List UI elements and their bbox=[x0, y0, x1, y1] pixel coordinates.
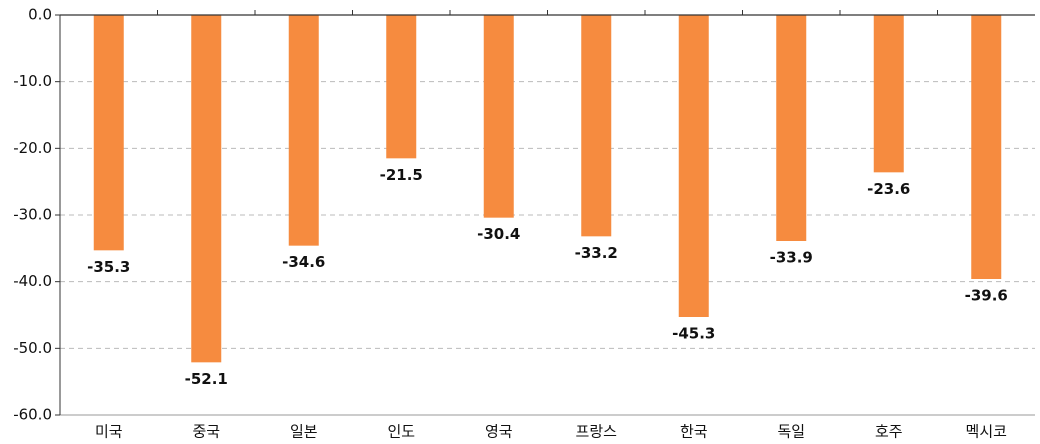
y-tick-label: -50.0 bbox=[13, 339, 52, 357]
y-tick-label: -30.0 bbox=[13, 206, 52, 224]
bar bbox=[386, 15, 417, 159]
x-tick-label: 호주 bbox=[875, 423, 903, 441]
bar bbox=[971, 15, 1002, 279]
bar bbox=[581, 15, 612, 237]
y-tick-label: -20.0 bbox=[13, 139, 52, 157]
y-tick-label: 0.0 bbox=[28, 6, 52, 24]
x-tick-label: 인도 bbox=[387, 423, 415, 441]
x-tick-label: 한국 bbox=[680, 423, 708, 441]
value-label: -52.1 bbox=[185, 370, 228, 388]
x-tick-label: 일본 bbox=[290, 423, 318, 441]
y-tick-label: -40.0 bbox=[13, 272, 52, 290]
bar bbox=[93, 15, 124, 251]
y-tick-label: -60.0 bbox=[13, 406, 52, 424]
bar bbox=[483, 15, 514, 218]
x-tick-label: 미국 bbox=[95, 423, 123, 441]
x-tick-label: 중국 bbox=[192, 423, 220, 441]
x-tick-label: 독일 bbox=[777, 423, 805, 441]
value-label: -23.6 bbox=[867, 180, 910, 198]
y-tick-label: -10.0 bbox=[13, 72, 52, 90]
value-label: -35.3 bbox=[87, 258, 130, 276]
x-tick-label: 멕시코 bbox=[966, 423, 1007, 441]
x-tick-label: 영국 bbox=[485, 423, 513, 441]
value-label: -33.2 bbox=[575, 244, 618, 262]
x-tick-label: 프랑스 bbox=[576, 423, 618, 441]
bar bbox=[678, 15, 709, 317]
bar bbox=[776, 15, 807, 241]
value-label: -33.9 bbox=[770, 249, 813, 267]
value-label: -45.3 bbox=[672, 325, 715, 343]
value-label: -30.4 bbox=[477, 225, 520, 243]
value-label: -39.6 bbox=[965, 287, 1008, 305]
bar bbox=[191, 15, 222, 363]
bar bbox=[288, 15, 319, 246]
value-label: -21.5 bbox=[380, 166, 423, 184]
bar bbox=[873, 15, 904, 173]
value-label: -34.6 bbox=[282, 253, 325, 271]
